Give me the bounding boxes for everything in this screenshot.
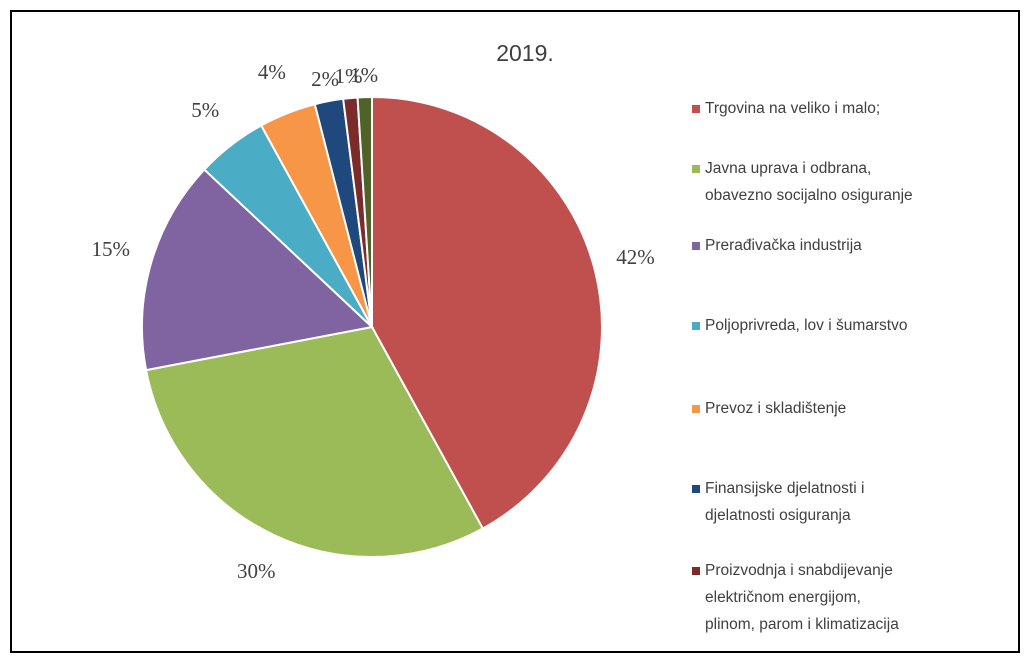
slice-label: 30% [237,559,276,583]
legend-label: Proizvodnja i snabdijevanje električnom … [705,562,899,633]
legend-swatch [692,165,700,173]
legend-swatch [692,567,700,575]
slice-label: 5% [191,98,219,122]
pie-slice [141,168,375,372]
pie-slice [356,95,373,328]
legend-entry: Proizvodnja i snabdijevanje električnom … [692,557,899,638]
legend-entry: Prevoz i skladištenje [692,395,847,422]
legend-label: Trgovina na veliko i malo; [705,100,881,117]
slice-label: 42% [616,245,655,269]
legend-entry: Prerađivačka industrija [692,232,862,259]
legend-label: Poljoprivreda, lov i šumarstvo [705,317,908,334]
chart-title: 2019. [496,40,554,66]
pie-slice [371,95,603,530]
legend-swatch [692,485,700,493]
legend-entry: Finansijske djelatnosti i djelatnosti os… [692,475,865,529]
legend-swatch [692,242,700,250]
legend-swatch [692,405,700,413]
slice-label: 2% [311,67,339,91]
slice-label: 15% [92,237,131,261]
slice-label: 1% [334,64,362,88]
slice-label: 4% [258,60,286,84]
legend-swatch [692,322,700,330]
legend-entry: Poljoprivreda, lov i šumarstvo [692,312,908,339]
legend-label: Javna uprava i odbrana, obavezno socijal… [705,160,913,204]
legend-label: Prerađivačka industrija [705,237,862,254]
legend-label: Finansijske djelatnosti i djelatnosti os… [705,480,865,524]
pie-slice [144,325,485,558]
legend-label: Prevoz i skladištenje [705,400,847,417]
chart-frame [10,10,1020,653]
legend-entry: Trgovina na veliko i malo; [692,95,881,122]
legend-swatch [692,105,700,113]
legend-entry: Javna uprava i odbrana, obavezno socijal… [692,155,913,209]
slice-label: 1% [350,63,378,87]
